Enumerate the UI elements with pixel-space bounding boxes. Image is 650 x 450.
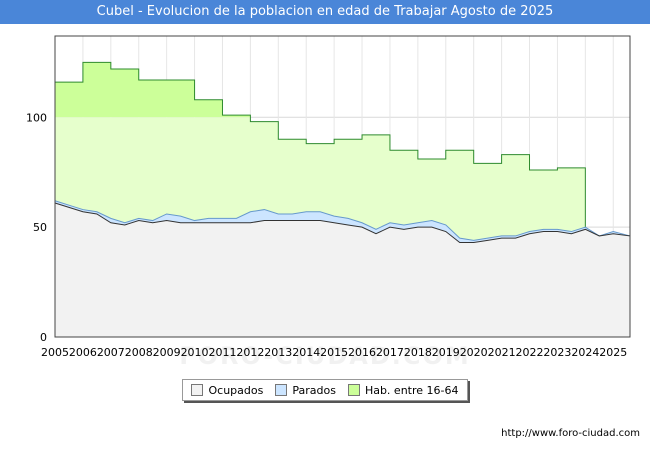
watermark: FORO-CIUDAD.COM	[179, 342, 471, 370]
x-tick-label: 2011	[208, 346, 236, 359]
legend-item-ocupados: Ocupados	[191, 384, 263, 397]
x-tick-label: 2006	[69, 346, 97, 359]
legend-label-hab: Hab. entre 16-64	[364, 383, 459, 397]
chart-title: Cubel - Evolucion de la poblacion en eda…	[0, 0, 650, 24]
series-hab-area-upper	[55, 62, 251, 118]
plot-frame	[54, 35, 631, 338]
x-tick-label: 2023	[543, 346, 571, 359]
series-layer	[54, 61, 631, 337]
legend-swatch-hab	[347, 384, 360, 396]
x-tick-label: 2010	[181, 346, 209, 359]
x-tick-label: 2014	[292, 346, 320, 359]
legend-label-parados: Parados	[292, 383, 336, 397]
x-tick-label: 2008	[125, 346, 153, 359]
legend-item-hab: Hab. entre 16-64	[347, 383, 459, 397]
x-tick-label: 2005	[41, 346, 69, 359]
series-hab-line	[55, 61, 630, 237]
x-tick-label: 2024	[571, 346, 599, 359]
axes	[54, 35, 631, 338]
series-parados-line	[54, 200, 631, 241]
series-ocupados-area	[55, 202, 630, 337]
legend-swatch-ocupados	[191, 384, 204, 396]
x-tick-label: 2018	[404, 346, 432, 359]
x-tick-label: 2020	[460, 346, 488, 359]
x-tick-label: 2019	[432, 346, 460, 359]
series-ocupados-line	[54, 202, 631, 244]
legend-label-ocupados: Ocupados	[208, 383, 264, 397]
x-tick-label: 2017	[376, 346, 404, 359]
legend-swatch-parados	[275, 384, 288, 396]
y-tick-label: 0	[40, 331, 47, 344]
x-tick-label: 2015	[320, 346, 348, 359]
x-tick-label: 2022	[516, 346, 544, 359]
x-tick-label: 2007	[97, 346, 125, 359]
source-link[interactable]: http://www.foro-ciudad.com	[501, 428, 640, 439]
x-tick-label: 2016	[348, 346, 376, 359]
x-tick-label: 2025	[599, 346, 627, 359]
y-tick-label: 100	[26, 111, 47, 124]
legend: Ocupados Parados Hab. entre 16-64	[182, 379, 468, 401]
legend-item-parados: Parados	[275, 384, 336, 397]
x-tick-label: 2013	[264, 346, 292, 359]
y-tick-label: 50	[33, 221, 47, 234]
x-tick-label: 2009	[153, 346, 181, 359]
x-tick-label: 2012	[236, 346, 264, 359]
x-tick-label: 2021	[488, 346, 516, 359]
